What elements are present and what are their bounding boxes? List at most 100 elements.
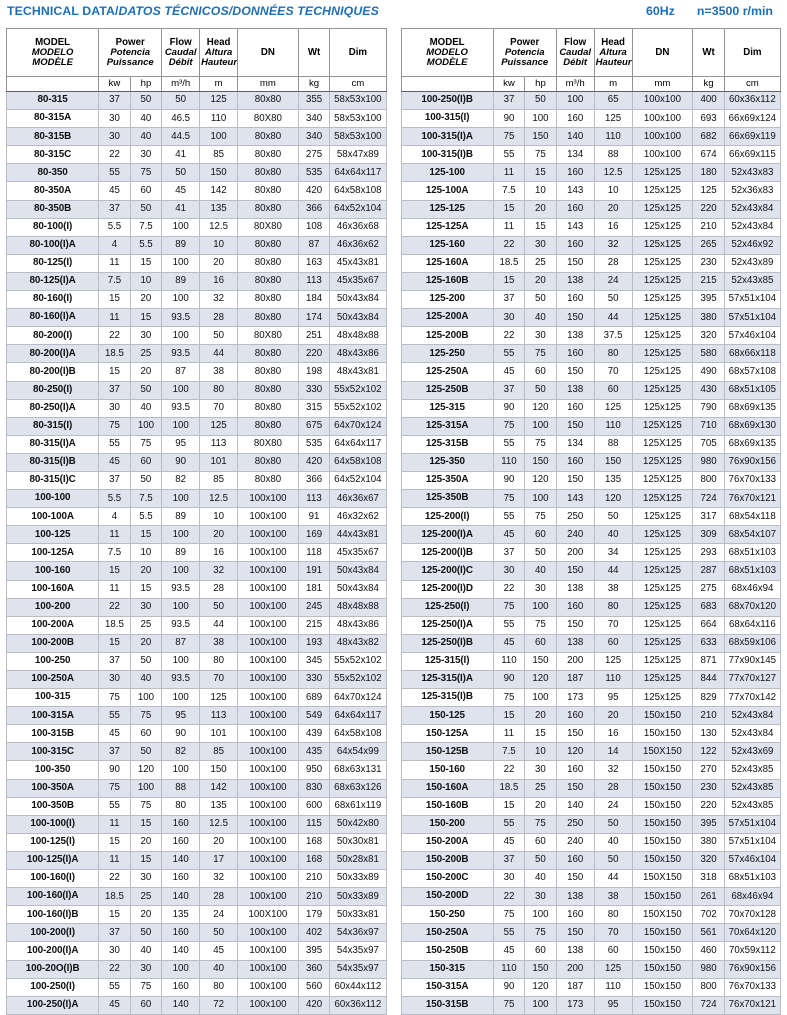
table-row: 125-315(I)B 75 100 173 95 125x125 829 77x70x142 xyxy=(400,688,782,708)
table-cell: 75 xyxy=(492,905,526,925)
table-cell: 55x52x102 xyxy=(329,669,387,690)
table-cell: 140 xyxy=(555,796,595,816)
table-cell: 80x80 xyxy=(237,145,299,165)
table-cell: 37 xyxy=(492,543,526,563)
power-line-2: Potencia xyxy=(110,47,150,59)
table-cell: 11 xyxy=(98,850,131,871)
table-cell: 125x125 xyxy=(631,525,694,545)
table-cell: 30 xyxy=(524,235,557,255)
table-cell: 37 xyxy=(98,923,131,943)
table-cell: 683 xyxy=(692,597,725,617)
table-cell: 30 xyxy=(524,326,557,346)
table-cell: 50x43x84 xyxy=(329,308,387,328)
table-cell: 64x58x108 xyxy=(329,724,387,744)
table-cell: 75 xyxy=(492,416,526,436)
cell-model: 125-200 xyxy=(400,290,494,310)
table-cell: 125x125 xyxy=(631,398,694,418)
table-row: 100-350 90 120 100 150 100x100 950 68x63x131 xyxy=(5,760,387,780)
table-cell: 25 xyxy=(129,887,163,907)
table-cell: 22 xyxy=(98,597,131,617)
table-cell: 100 xyxy=(524,109,557,129)
table-cell: 55 xyxy=(492,145,526,165)
table-cell: 293 xyxy=(692,543,725,563)
table-cell: 210 xyxy=(297,887,331,907)
table-cell: 12.5 xyxy=(199,814,239,834)
cell-model: 80-250(I) xyxy=(5,380,100,400)
frequency-info: 60Hz n=3500 r/min xyxy=(646,4,773,18)
table-cell: 90 xyxy=(161,452,201,472)
table-cell: 120 xyxy=(524,470,557,491)
cell-model: 80-160(I) xyxy=(5,290,100,310)
table-cell: 187 xyxy=(555,977,595,997)
table-cell: 45 xyxy=(492,941,526,961)
table-cell: 355 xyxy=(297,90,331,111)
table-cell: 20 xyxy=(593,706,633,726)
table-row: 150-200D 22 30 138 38 150x150 261 68x46x94 xyxy=(400,887,782,907)
table-cell: 80 xyxy=(593,344,633,364)
table-cell: 75 xyxy=(524,507,557,527)
cell-model: 100-160(I) xyxy=(5,869,100,889)
table-row: 150-160B 15 20 140 24 150x150 220 52x43x85 xyxy=(400,796,782,816)
col-header-model: MODEL MODELO MODÈLE xyxy=(400,28,494,77)
spec-table-left: MODEL MODELO MODÈLE Power Potencia Puiss… xyxy=(5,28,387,1015)
table-row: 125-350B 75 100 143 120 125X125 724 76x70x121 xyxy=(400,489,782,509)
table-cell: 40 xyxy=(129,941,163,961)
table-cell: 395 xyxy=(692,290,725,310)
table-cell: 80x80 xyxy=(237,380,299,400)
col-header-power: Power Potencia Puissance xyxy=(492,28,557,77)
table-cell: 28 xyxy=(593,778,633,798)
table-cell: 125x125 xyxy=(631,362,694,382)
table-cell: 16 xyxy=(593,217,633,237)
table-cell: 70 xyxy=(199,398,239,418)
table-cell: 88 xyxy=(593,145,633,165)
table-cell: 125 xyxy=(593,109,633,129)
table-cell: 14 xyxy=(593,742,633,762)
table-row: 150-125B 7.5 10 120 14 150X150 122 52x43x69 xyxy=(400,742,782,762)
table-cell: 93.5 xyxy=(161,344,201,364)
table-cell: 64x52x104 xyxy=(329,470,387,491)
table-cell: 210 xyxy=(297,869,331,889)
cell-model: 125-350A xyxy=(400,470,494,491)
table-row: 80-350B 37 50 41 135 80x80 366 64x52x104 xyxy=(5,199,387,219)
table-cell: 44.5 xyxy=(161,127,201,147)
table-cell: 40 xyxy=(593,525,633,545)
table-cell: 150x150 xyxy=(631,832,694,852)
cell-model: 100-125A xyxy=(5,543,100,563)
table-cell: 150x150 xyxy=(631,760,694,780)
table-cell: 80x80 xyxy=(237,290,299,310)
table-cell: 20 xyxy=(593,199,633,219)
table-cell: 40 xyxy=(129,109,163,129)
table-cell: 366 xyxy=(297,470,331,491)
table-cell: 100x100 xyxy=(237,669,299,690)
table-cell: 68x54x118 xyxy=(723,507,782,527)
cell-model: 100-160A xyxy=(5,579,100,599)
table-cell: 184 xyxy=(297,290,331,310)
cell-model: 100-160(I)B xyxy=(5,905,100,925)
table-cell: 45 xyxy=(98,452,131,472)
table-cell: 200 xyxy=(555,959,595,979)
table-cell: 150 xyxy=(199,163,239,183)
table-cell: 46x36x67 xyxy=(329,489,387,509)
table-cell: 75 xyxy=(129,796,163,816)
cell-model: 100-200(I)A xyxy=(5,941,100,961)
table-cell: 45 xyxy=(98,181,131,201)
table-cell: 100x100 xyxy=(237,742,299,762)
table-cell: 100x100 xyxy=(237,778,299,798)
table-cell: 125 xyxy=(199,90,239,111)
table-row: 100-125A 7.5 10 89 16 100x100 118 45x35x67 xyxy=(5,543,387,563)
cell-model: 150-160B xyxy=(400,796,494,816)
flow-line-2: Caudal xyxy=(559,47,591,59)
table-cell: 66x69x119 xyxy=(723,127,782,147)
table-cell: 18.5 xyxy=(492,253,526,273)
table-cell: 89 xyxy=(161,235,201,255)
table-cell: 318 xyxy=(692,869,725,889)
table-cell: 871 xyxy=(692,651,725,672)
table-cell: 90 xyxy=(492,669,526,690)
table-cell: 75 xyxy=(492,688,526,708)
table-cell: 150X150 xyxy=(631,905,694,925)
table-cell: 100x100 xyxy=(237,633,299,653)
cell-model: 80-250(I)A xyxy=(5,398,100,418)
table-cell: 830 xyxy=(297,778,331,798)
table-cell: 15 xyxy=(129,253,163,273)
table-cell: 315 xyxy=(297,398,331,418)
